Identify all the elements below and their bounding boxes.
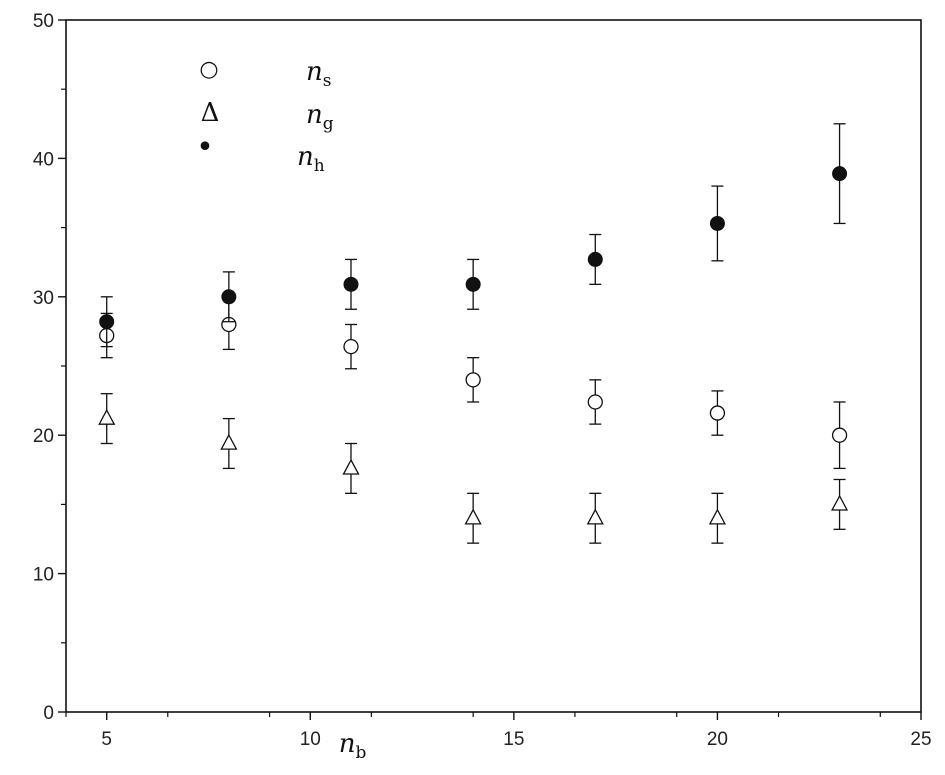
legend: ○ nsΔ ng• nh (196, 57, 334, 176)
x-tick-label: 10 (300, 729, 321, 750)
data-point (221, 289, 237, 305)
legend-label: ng (306, 100, 334, 134)
data-point (586, 508, 604, 525)
data-point (99, 314, 115, 330)
y-tick-label: 0 (43, 703, 54, 724)
data-point (220, 433, 238, 450)
x-tick-label: 15 (503, 729, 524, 750)
series-filled-circle (99, 123, 848, 348)
data-point (465, 276, 481, 292)
data-marks (98, 123, 849, 544)
data-point (831, 427, 848, 443)
series-open-triangle (98, 393, 849, 544)
legend-label: nh (297, 142, 325, 176)
data-point (464, 508, 482, 525)
y-tick-label: 30 (33, 288, 54, 309)
data-point (342, 458, 360, 475)
y-tick-label: 20 (33, 426, 54, 447)
data-point (708, 508, 727, 525)
y-tick-label: 50 (33, 11, 54, 32)
y-tick-label: 10 (33, 565, 54, 586)
x-tick-label: 25 (910, 729, 931, 750)
series-open-circle (99, 298, 848, 470)
x-tick-label: 20 (707, 729, 728, 750)
y-tick-label: 40 (33, 149, 54, 170)
x-axis-title: nb (339, 729, 367, 763)
data-point (709, 215, 725, 231)
data-point (465, 372, 481, 388)
x-tick-label: 5 (101, 729, 112, 750)
data-point (832, 166, 848, 182)
axes: 5 10 15 20 25 0 10 20 30 40 50 nb (33, 11, 932, 763)
data-point (587, 251, 603, 267)
legend-symbol: • (196, 130, 214, 165)
legend-symbol: ○ (199, 57, 218, 82)
legend-item-open-circle: ○ ns (199, 57, 331, 91)
legend-symbol: Δ (201, 98, 220, 128)
data-point (709, 405, 726, 421)
plot-frame (65, 19, 922, 713)
data-point (98, 408, 116, 425)
legend-label: ns (306, 57, 331, 91)
data-point (830, 494, 849, 511)
legend-item-filled-circle: • nh (196, 130, 325, 176)
data-point (587, 394, 603, 410)
data-point (343, 338, 359, 355)
data-point (343, 276, 359, 292)
